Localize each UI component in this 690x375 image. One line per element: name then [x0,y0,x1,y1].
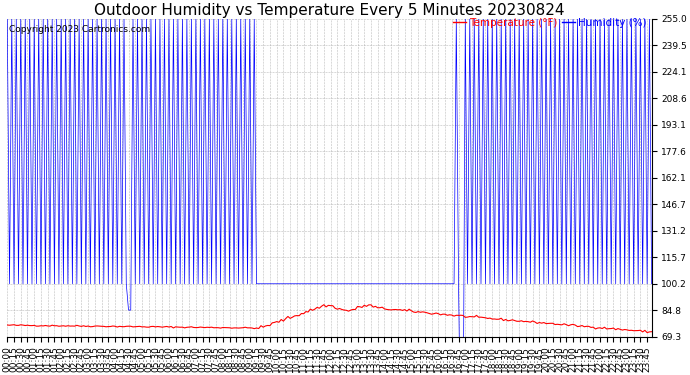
Title: Outdoor Humidity vs Temperature Every 5 Minutes 20230824: Outdoor Humidity vs Temperature Every 5 … [95,3,564,18]
Text: Copyright 2023 Cartronics.com: Copyright 2023 Cartronics.com [8,25,150,34]
Legend: Temperature (°F), Humidity (%): Temperature (°F), Humidity (%) [453,18,647,28]
